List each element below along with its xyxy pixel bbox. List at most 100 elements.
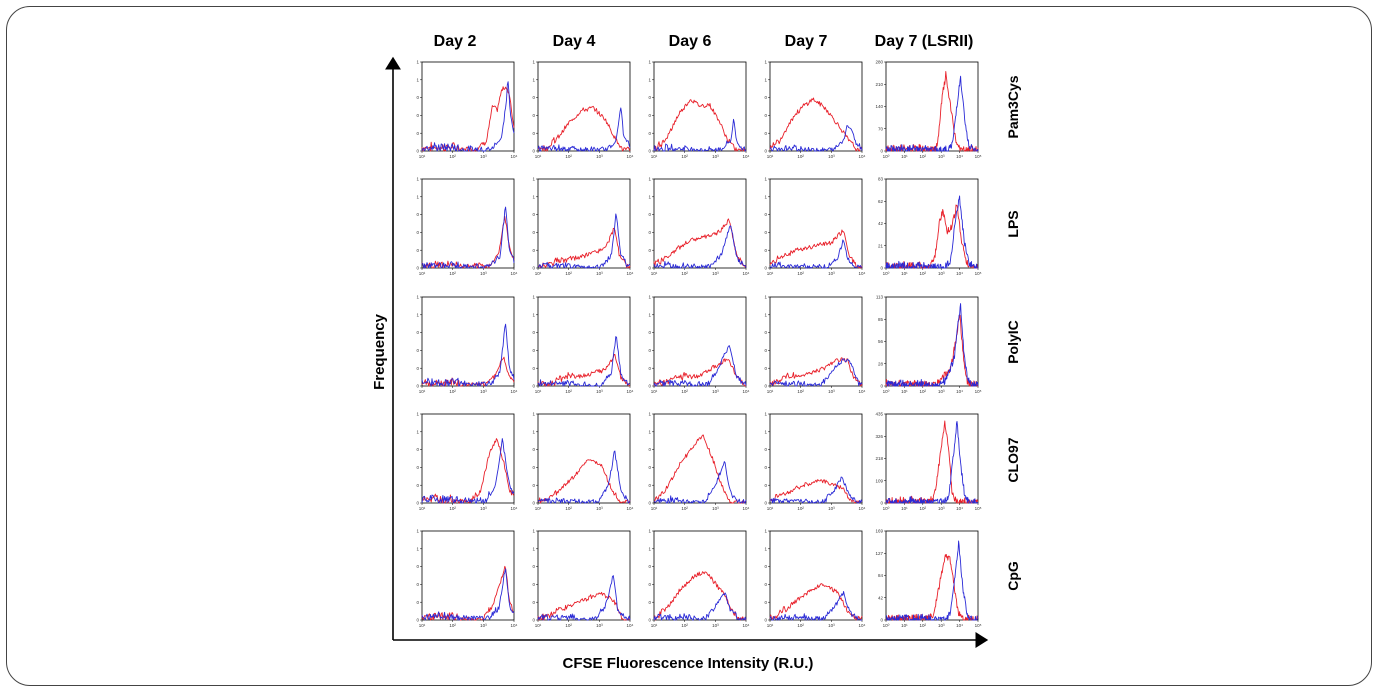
x-tick-label: 10³ — [828, 271, 835, 276]
blue-trace — [885, 195, 978, 269]
x-tick-label: 10⁴ — [511, 506, 518, 511]
y-tick-label: 0 — [648, 483, 651, 488]
y-tick-label: 0 — [648, 131, 651, 136]
column-title-day2: Day 2 — [434, 33, 477, 50]
y-tick-label: 0 — [764, 618, 767, 623]
histogram-panel: 10⁰ 10¹ 10² 10³ 10⁴ 10⁵ 0 21 42 62 83 — [878, 177, 982, 276]
y-tick-label: 42 — [878, 221, 884, 226]
y-tick-label: 0 — [764, 447, 767, 452]
y-tick-label: 0 — [648, 501, 651, 506]
y-tick-label: 0 — [880, 618, 883, 623]
x-tick-label: 10⁴ — [956, 389, 963, 394]
x-tick-label: 10² — [449, 271, 456, 276]
y-tick-label: 1 — [532, 312, 535, 317]
y-tick-label: 1 — [416, 529, 419, 534]
y-tick-label: 0 — [648, 149, 651, 154]
y-tick-label: 0 — [764, 483, 767, 488]
red-trace — [885, 553, 979, 621]
y-tick-label: 0 — [648, 230, 651, 235]
x-tick-label: 10¹ — [419, 506, 426, 511]
x-tick-label: 10⁰ — [883, 506, 890, 511]
x-tick-label: 10² — [920, 623, 927, 628]
x-tick-label: 10² — [565, 506, 572, 511]
y-tick-label: 1 — [764, 312, 767, 317]
y-tick-label: 0 — [648, 95, 651, 100]
y-tick-label: 62 — [878, 199, 884, 204]
y-tick-label: 0 — [416, 501, 419, 506]
histogram-panel: 10¹ 10² 10³ 10⁴ 0 0 0 0 1 1 — [648, 295, 749, 394]
y-tick-label: 0 — [416, 95, 419, 100]
y-tick-label: 0 — [764, 113, 767, 118]
x-tick-label: 10¹ — [767, 271, 774, 276]
x-tick-label: 10² — [449, 623, 456, 628]
blue-trace — [769, 476, 863, 504]
x-axis-label: CFSE Fluorescence Intensity (R.U.) — [563, 655, 814, 672]
panel-frame — [537, 178, 631, 269]
y-tick-label: 0 — [532, 447, 535, 452]
y-tick-label: 0 — [532, 501, 535, 506]
red-trace — [885, 204, 978, 269]
histogram-panel: 10¹ 10² 10³ 10⁴ 0 0 0 0 1 1 — [416, 295, 517, 394]
y-tick-label: 0 — [764, 230, 767, 235]
y-tick-label: 85 — [878, 317, 884, 322]
y-tick-label: 218 — [875, 456, 883, 461]
x-tick-label: 10³ — [938, 623, 945, 628]
x-tick-label: 10⁴ — [627, 623, 634, 628]
red-trace — [769, 97, 863, 152]
y-tick-label: 1 — [764, 77, 767, 82]
x-tick-label: 10⁴ — [627, 154, 634, 159]
y-tick-label: 0 — [532, 582, 535, 587]
y-tick-label: 1 — [764, 529, 767, 534]
panel-frame — [421, 296, 515, 387]
y-tick-label: 1 — [416, 60, 419, 65]
panel-frame — [885, 530, 979, 621]
column-title-day6: Day 6 — [669, 33, 712, 50]
histogram-panel: 10⁰ 10¹ 10² 10³ 10⁴ 10⁵ 0 42 84 127 169 — [875, 529, 981, 628]
x-tick-label: 10¹ — [651, 154, 658, 159]
y-tick-label: 0 — [416, 131, 419, 136]
panel-frame — [537, 413, 631, 504]
y-tick-label: 1 — [532, 546, 535, 551]
blue-trace — [769, 591, 862, 621]
y-tick-label: 0 — [416, 230, 419, 235]
x-tick-label: 10⁵ — [975, 506, 982, 511]
y-tick-label: 0 — [532, 266, 535, 271]
y-tick-label: 0 — [764, 248, 767, 253]
x-tick-label: 10³ — [712, 271, 719, 276]
x-tick-label: 10¹ — [651, 623, 658, 628]
y-tick-label: 1 — [764, 412, 767, 417]
panel-frame — [769, 413, 863, 504]
red-trace — [653, 434, 747, 504]
blue-trace — [769, 125, 863, 152]
x-tick-label: 10¹ — [419, 389, 426, 394]
panel-frame — [885, 61, 979, 152]
histogram-panel: 10¹ 10² 10³ 10⁴ 0 0 0 0 1 1 — [532, 529, 633, 628]
x-tick-label: 10² — [797, 389, 804, 394]
x-tick-label: 10⁵ — [975, 389, 982, 394]
red-trace — [653, 571, 747, 621]
y-tick-label: 0 — [532, 465, 535, 470]
x-tick-label: 10² — [920, 389, 927, 394]
x-tick-label: 10⁵ — [975, 271, 982, 276]
x-tick-label: 10¹ — [535, 389, 542, 394]
histogram-panel: 10¹ 10² 10³ 10⁴ 0 0 0 0 1 1 — [532, 412, 633, 511]
y-tick-label: 0 — [532, 248, 535, 253]
y-tick-label: 1 — [764, 546, 767, 551]
panel-frame — [769, 178, 863, 269]
histogram-panel: 10⁰ 10¹ 10² 10³ 10⁴ 10⁵ 0 28 56 85 113 — [876, 295, 982, 394]
y-tick-label: 1 — [532, 177, 535, 182]
y-tick-label: 0 — [648, 212, 651, 217]
y-tick-label: 169 — [875, 529, 883, 534]
row-label-cpg: CpG — [1005, 561, 1021, 591]
x-tick-label: 10³ — [828, 623, 835, 628]
y-tick-label: 0 — [532, 95, 535, 100]
x-tick-label: 10¹ — [901, 154, 908, 159]
x-tick-label: 10³ — [596, 506, 603, 511]
x-tick-label: 10¹ — [535, 154, 542, 159]
y-tick-label: 0 — [648, 266, 651, 271]
y-tick-label: 1 — [416, 312, 419, 317]
blue-trace — [885, 540, 978, 621]
row-label-polyic: PolyIC — [1005, 320, 1021, 364]
y-tick-label: 1 — [532, 77, 535, 82]
